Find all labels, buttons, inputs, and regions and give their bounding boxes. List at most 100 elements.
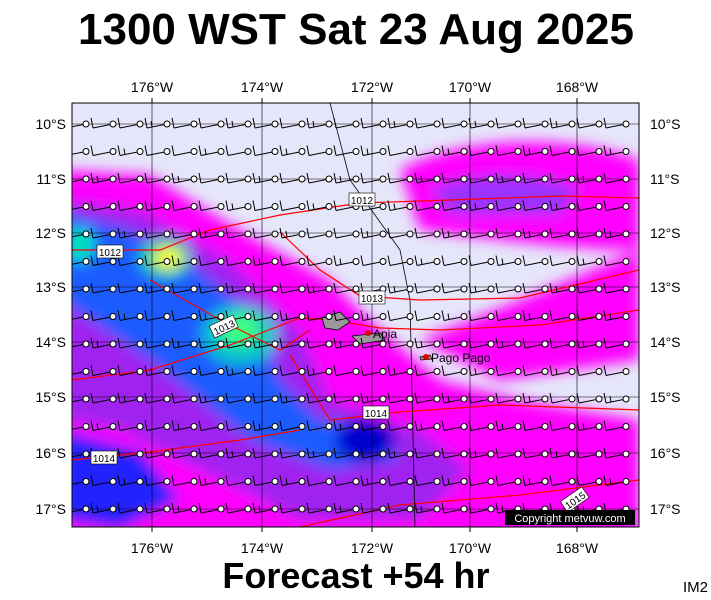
- barb-flag: [171, 282, 175, 294]
- barb-flag: [258, 340, 261, 348]
- barb-flag: [333, 475, 337, 486]
- barb-station: [271, 230, 279, 238]
- latitude-label: 10°S: [35, 116, 66, 132]
- wind-barb: [144, 282, 171, 294]
- barb-station: [595, 203, 603, 210]
- wind-barb: [306, 200, 333, 211]
- isobar-label-group: 1012: [96, 244, 124, 259]
- wind-barb: [576, 282, 603, 294]
- wind-barb: [603, 200, 630, 211]
- barb-flag: [231, 203, 234, 210]
- barb-station: [406, 505, 414, 513]
- barb-station: [109, 285, 117, 293]
- wind-barb: [495, 200, 522, 211]
- wind-barb: [117, 502, 144, 514]
- barb-flag: [171, 475, 175, 486]
- wind-barb: [252, 172, 279, 184]
- barb-station: [136, 478, 144, 485]
- barb-flag: [225, 172, 229, 184]
- wind-barb: [279, 365, 306, 376]
- wind-barb: [117, 172, 144, 184]
- barb-flag: [528, 230, 531, 238]
- barb-flag: [420, 340, 423, 348]
- barb-flag: [414, 172, 418, 184]
- barb-flag: [171, 447, 175, 459]
- barb-flag: [90, 337, 94, 349]
- barb-station: [568, 148, 576, 155]
- barb-flag: [171, 392, 175, 404]
- barb-flag: [603, 200, 607, 211]
- wind-barb: [198, 502, 225, 514]
- barb-station: [190, 258, 198, 265]
- barb-flag: [360, 255, 364, 266]
- wind-barb: [90, 365, 117, 376]
- barb-station: [244, 395, 252, 403]
- barb-station: [460, 368, 468, 375]
- wind-barb: [522, 392, 549, 404]
- wind-barb: [279, 227, 306, 239]
- barb-flag: [474, 450, 477, 458]
- barb-flag: [90, 310, 94, 321]
- wind-barb: [171, 145, 198, 156]
- barb-flag: [225, 502, 229, 514]
- barb-station: [298, 313, 306, 320]
- barb-flag: [441, 255, 445, 266]
- barb-flag: [387, 337, 391, 349]
- barb-flag: [252, 200, 256, 211]
- barb-station: [622, 340, 630, 348]
- wind-barb: [522, 172, 549, 184]
- wind-barb: [144, 117, 171, 129]
- barb-flag: [198, 310, 202, 321]
- barb-flag: [468, 310, 472, 321]
- barb-flag: [495, 337, 499, 349]
- barb-flag: [198, 200, 202, 211]
- barb-station: [82, 120, 90, 128]
- barb-flag: [495, 420, 499, 431]
- barb-flag: [231, 368, 234, 375]
- barb-flag: [333, 255, 337, 266]
- barb-flag: [64, 256, 66, 266]
- barb-flag: [225, 282, 229, 294]
- wind-barb: [90, 392, 117, 404]
- wind-barb: [387, 502, 414, 514]
- barb-flag: [414, 310, 418, 321]
- wind-barb: [225, 392, 252, 404]
- barb-station: [82, 450, 90, 458]
- barb-flag: [360, 365, 364, 376]
- barb-flag: [549, 172, 553, 184]
- wind-barb: [279, 420, 306, 431]
- barb-flag: [198, 117, 202, 129]
- barb-station: [352, 395, 360, 403]
- wind-barb: [333, 365, 360, 376]
- barb-station: [379, 230, 387, 238]
- wind-barb: [360, 200, 387, 211]
- barb-flag: [393, 285, 396, 293]
- barb-flag: [252, 117, 256, 129]
- wind-barb: [333, 227, 360, 239]
- wind-barb: [252, 475, 279, 486]
- barb-flag: [603, 365, 607, 376]
- barb-station: [109, 148, 117, 155]
- wind-barb: [576, 310, 603, 321]
- barb-flag: [70, 451, 71, 457]
- barb-flag: [603, 282, 607, 294]
- wind-barb: [90, 255, 117, 266]
- wind-barb: [144, 420, 171, 431]
- wind-barb: [225, 282, 252, 294]
- barb-flag: [555, 203, 558, 210]
- barb-flag: [603, 172, 607, 184]
- barb-flag: [555, 368, 558, 375]
- wind-barb: [306, 502, 333, 514]
- barb-station: [82, 258, 90, 265]
- barb-station: [244, 450, 252, 458]
- barb-flag: [225, 145, 229, 156]
- wind-barb: [252, 282, 279, 294]
- wind-barb: [468, 255, 495, 266]
- wind-barb: [252, 502, 279, 514]
- barb-flag: [603, 392, 607, 404]
- wind-barb: [414, 117, 441, 129]
- barb-flag: [414, 282, 418, 294]
- wind-barb: [333, 117, 360, 129]
- barb-flag: [90, 502, 94, 514]
